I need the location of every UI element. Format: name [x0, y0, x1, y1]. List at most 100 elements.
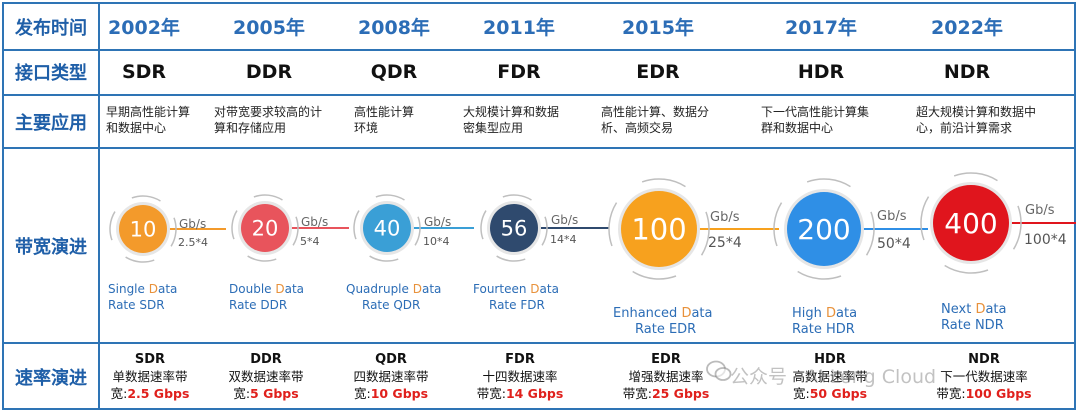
bandwidth-ring: [231, 194, 299, 262]
speed-desc: 增强数据速率: [628, 369, 704, 384]
speed-value: 100 Gbps: [965, 386, 1032, 401]
fn-abbrev: HDR: [825, 322, 855, 337]
fn-letter: R: [941, 318, 950, 333]
fn-letter: F: [473, 282, 480, 296]
speed-desc: 双数据速率带: [228, 369, 304, 384]
unit-edr: Gb/s: [710, 210, 740, 225]
fn-letter: D: [975, 302, 986, 317]
speed-desc: 高数据速率带: [792, 369, 868, 384]
fn-word: ate: [643, 322, 669, 337]
mult-hdr: 50*4: [877, 236, 911, 252]
year-edr: 2015年: [622, 17, 694, 39]
speed-hdr: HDR 高数据速率带 宽:50 Gbps: [760, 351, 900, 402]
type-ndr: NDR: [943, 61, 991, 83]
unit-ndr: Gb/s: [1025, 203, 1055, 218]
year-sdr: 2002年: [108, 17, 180, 39]
speed-desc: 带宽:: [476, 386, 506, 401]
year-fdr: 2011年: [483, 17, 555, 39]
fn-word: ate: [800, 322, 826, 337]
app-fdr: 大规模计算和数据密集型应用: [463, 105, 560, 135]
speed-name: FDR: [505, 352, 535, 367]
bandwidth-ring: [353, 194, 421, 262]
fn-letter: D: [412, 282, 422, 296]
bandwidth-value: 400: [944, 207, 997, 240]
bandwidth-circle: [621, 191, 697, 267]
unit-fdr: Gb/s: [551, 213, 579, 227]
speed-desc: 宽:: [233, 386, 251, 401]
fn-letter: E: [613, 306, 622, 321]
speed-desc: 带宽:: [622, 386, 652, 401]
bandwidth-circle: [119, 205, 167, 253]
label-rate-evolution: 速率演进: [15, 368, 87, 389]
fn-word: ate: [949, 318, 975, 333]
mult-ndr: 100*4: [1024, 232, 1067, 248]
fullname-sdr: Single Data Rate SDR: [108, 281, 177, 313]
fn-letter: R: [229, 298, 238, 312]
app-sdr: 早期高性能计算和数据中心: [106, 105, 191, 135]
fn-abbrev: DDR: [260, 298, 288, 312]
fn-abbrev: EDR: [668, 322, 697, 337]
fn-letter: D: [229, 282, 239, 296]
bandwidth-value: 40: [374, 217, 401, 241]
fn-letter: S: [108, 282, 116, 296]
speed-desc: 宽:: [110, 386, 128, 401]
fn-word: ourteen: [479, 282, 531, 296]
fn-letter: R: [108, 298, 117, 312]
label-main-application: 主要应用: [15, 112, 87, 134]
type-hdr: HDR: [797, 61, 845, 83]
bandwidth-value: 10: [130, 218, 157, 242]
fn-word: ata: [284, 282, 305, 296]
bandwidth-circle: [787, 192, 861, 266]
fullname-ddr: Double Data Rate DDR: [229, 281, 304, 313]
fn-word: nhanced: [621, 306, 682, 321]
speed-desc: 十四数据速率: [482, 369, 558, 384]
watermark-text: 公众号 · AI Long Cloud: [730, 366, 937, 388]
fn-letter: R: [635, 322, 644, 337]
fullname-edr: Enhanced Data Rate EDR: [613, 306, 712, 338]
fn-word: ext: [950, 302, 976, 317]
fn-letter: R: [489, 298, 498, 312]
speed-fdr: FDR 十四数据速率 带宽:14 Gbps: [450, 351, 590, 402]
bandwidth-value: 56: [501, 217, 528, 241]
wechat-icon: [706, 360, 732, 381]
speed-value: 50 Gbps: [809, 386, 868, 401]
fn-word: ata: [539, 282, 559, 296]
fn-word: ingle: [115, 282, 149, 296]
app-edr: 高性能计算、数据分析、高频交易: [601, 105, 710, 135]
speed-sdr: SDR 单数据速率带 宽:2.5 Gbps: [80, 351, 220, 402]
fn-letter: D: [826, 306, 837, 321]
fn-word: ate: [116, 298, 140, 312]
fn-abbrev: QDR: [393, 298, 421, 312]
fn-abbrev: SDR: [139, 298, 165, 312]
year-qdr: 2008年: [358, 17, 430, 39]
fn-letter: R: [792, 322, 801, 337]
fullname-fdr: Fourteen Data Rate FDR: [473, 281, 559, 313]
fn-letter: R: [362, 298, 371, 312]
column-divider: [98, 4, 100, 408]
app-ddr: 对带宽要求较高的计算和存储应用: [214, 105, 323, 135]
fullname-hdr: High Data Rate HDR: [792, 306, 857, 338]
fn-word: ata: [985, 302, 1007, 317]
row-divider: [4, 342, 1074, 344]
speed-name: NDR: [968, 352, 1000, 367]
type-edr: EDR: [636, 61, 680, 83]
speed-name: DDR: [250, 352, 282, 367]
speed-value: 2.5 Gbps: [127, 386, 190, 401]
fn-word: ate: [497, 298, 521, 312]
fn-word: uadruple: [355, 282, 413, 296]
row-divider: [4, 49, 1074, 51]
mult-fdr: 14*4: [550, 233, 577, 246]
bandwidth-diagram: 10 20 40 56 100 200 400: [109, 172, 1076, 280]
fn-letter: N: [941, 302, 951, 317]
row-divider: [4, 94, 1074, 96]
unit-ddr: Gb/s: [301, 215, 329, 229]
fn-letter: D: [530, 282, 540, 296]
fullname-qdr: Quadruple Data Rate QDR: [346, 281, 441, 313]
speed-edr: EDR 增强数据速率 带宽:25 Gbps: [596, 351, 736, 402]
label-release-time: 发布时间: [15, 17, 87, 39]
type-qdr: QDR: [370, 61, 418, 83]
speed-value: 5 Gbps: [250, 386, 299, 401]
fn-letter: D: [681, 306, 692, 321]
fn-abbrev: FDR: [520, 298, 545, 312]
row-divider: [4, 147, 1074, 149]
